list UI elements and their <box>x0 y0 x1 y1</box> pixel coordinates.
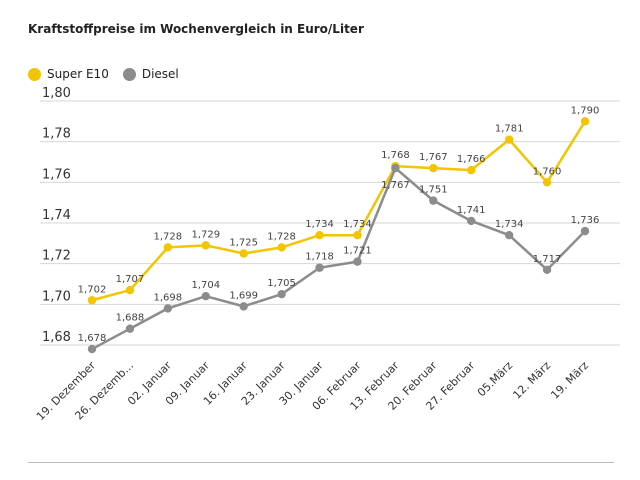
data-label: 1,768 <box>381 150 410 161</box>
data-point <box>277 243 286 252</box>
data-label: 1,688 <box>116 313 145 324</box>
x-tick-label: 19. März <box>548 359 591 402</box>
data-point <box>504 231 514 240</box>
y-tick-label: 1,74 <box>42 208 71 223</box>
data-label: 1,741 <box>457 205 486 216</box>
data-point <box>429 163 438 173</box>
legend-item-e10: Super E10 <box>28 67 109 81</box>
data-label: 1,790 <box>571 105 600 116</box>
y-tick-label: 1,68 <box>42 330 71 345</box>
data-point <box>201 292 210 301</box>
data-label: 1,734 <box>305 219 334 230</box>
data-label: 1,702 <box>78 284 107 295</box>
legend-marker-e10 <box>28 67 41 81</box>
bottom-divider <box>28 462 614 463</box>
legend-label-diesel: Diesel <box>141 67 179 81</box>
series-line-e10 <box>91 120 587 302</box>
data-label: 1,760 <box>533 166 562 177</box>
data-point <box>353 231 362 240</box>
legend-label-e10: Super E10 <box>47 67 109 81</box>
y-tick-label: 1,78 <box>42 127 71 142</box>
data-point <box>87 344 97 354</box>
data-point <box>277 289 286 299</box>
data-label: 1,728 <box>267 231 296 242</box>
data-point <box>429 196 438 205</box>
data-point <box>467 216 476 226</box>
y-tick-label: 1,72 <box>42 249 71 264</box>
y-tick-label: 1,80 <box>42 86 71 101</box>
chart-title: Kraftstoffpreise im Wochenvergleich in E… <box>28 22 364 36</box>
data-point <box>125 324 135 333</box>
legend: Super E10 Diesel <box>28 67 179 81</box>
data-label: 1,705 <box>267 278 296 289</box>
data-point <box>542 265 552 274</box>
data-label: 1,721 <box>343 246 372 257</box>
data-label: 1,767 <box>381 180 410 191</box>
data-label: 1,699 <box>229 290 258 301</box>
data-point <box>239 302 248 311</box>
data-label: 1,767 <box>419 152 448 163</box>
data-label: 1,729 <box>191 229 220 240</box>
data-point <box>201 241 210 250</box>
data-label: 1,704 <box>191 280 220 291</box>
data-point <box>163 243 173 252</box>
data-label: 1,728 <box>154 231 183 242</box>
y-tick-label: 1,76 <box>42 167 71 182</box>
x-tick-label: 12. März <box>510 359 553 402</box>
data-label: 1,707 <box>116 274 145 285</box>
data-point <box>163 304 173 313</box>
data-point <box>391 163 400 173</box>
data-label: 1,736 <box>571 215 600 226</box>
x-tick-label: 05.März <box>475 359 515 399</box>
data-point <box>580 226 590 236</box>
data-point <box>315 263 324 272</box>
data-point <box>580 117 590 126</box>
legend-marker-diesel <box>122 67 136 81</box>
data-point <box>239 249 248 258</box>
data-point <box>125 285 135 295</box>
data-point <box>542 178 552 187</box>
y-tick-label: 1,70 <box>42 289 71 304</box>
series-line-diesel <box>91 166 586 351</box>
data-point <box>504 135 514 144</box>
data-point <box>315 231 324 240</box>
data-label: 1,725 <box>229 238 258 249</box>
data-point <box>467 165 476 175</box>
data-label: 1,717 <box>533 254 562 265</box>
data-point <box>87 296 97 305</box>
data-point <box>353 257 362 266</box>
data-label: 1,734 <box>343 219 372 230</box>
data-label: 1,781 <box>495 124 524 135</box>
data-label: 1,734 <box>495 219 524 230</box>
legend-item-diesel: Diesel <box>122 67 179 81</box>
data-label: 1,718 <box>305 252 334 263</box>
data-label: 1,751 <box>419 185 448 196</box>
data-label: 1,678 <box>78 333 107 344</box>
data-label: 1,766 <box>457 154 486 165</box>
data-label: 1,698 <box>154 292 183 303</box>
